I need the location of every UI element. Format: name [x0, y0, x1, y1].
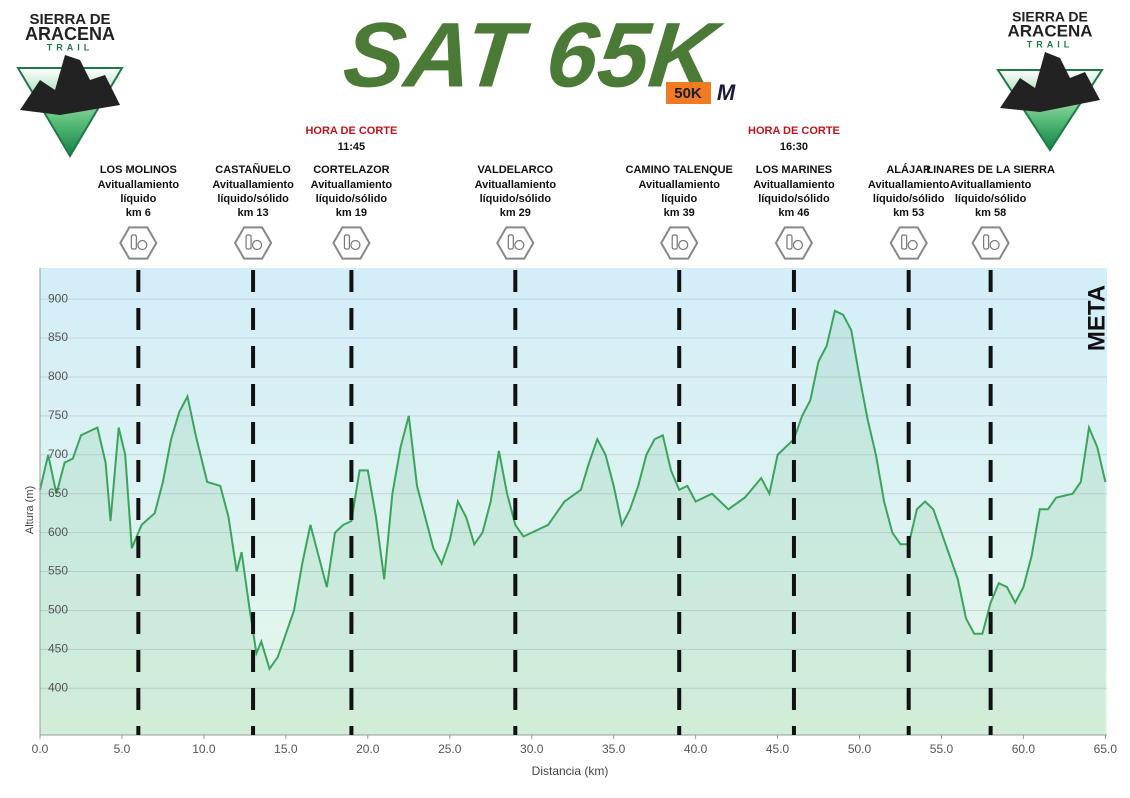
station-service: Avituallamiento — [212, 179, 294, 191]
x-tick-label: 55.0 — [930, 742, 954, 756]
station-km: km 53 — [893, 207, 924, 219]
station-name: LOS MOLINOS — [100, 164, 177, 176]
station-km: km 58 — [975, 207, 1006, 219]
aid-icon-bottle — [130, 234, 137, 250]
x-axis-label: Distancia (km) — [532, 764, 609, 778]
finish-label: META — [1083, 285, 1110, 351]
y-tick-label: 700 — [48, 447, 68, 461]
y-tick-label: 800 — [48, 369, 68, 383]
aid-icon-bottle — [507, 234, 514, 250]
station-service: líquido/sólido — [873, 193, 945, 205]
y-tick-label: 450 — [48, 642, 68, 656]
station-service: Avituallamiento — [753, 179, 835, 191]
title: SAT 65K — [339, 3, 728, 107]
aid-icon-bottle — [245, 234, 252, 250]
elevation-line — [39, 309, 1107, 672]
station-km: km 19 — [336, 207, 367, 219]
station-service: líquido/sólido — [955, 193, 1027, 205]
station-km: km 13 — [237, 207, 268, 219]
y-tick-label: 600 — [48, 525, 68, 539]
y-axis-label: Altura (m) — [24, 486, 36, 534]
logo-left: SIERRA DE ARACENA TRAIL — [16, 11, 124, 158]
y-tick-label: 850 — [48, 330, 68, 344]
badge-distance: 50K — [674, 85, 702, 102]
x-tick-label: 50.0 — [848, 742, 872, 756]
y-tick-label: 500 — [48, 603, 68, 617]
x-tick-label: 15.0 — [274, 742, 298, 756]
logo-right: SIERRA DE ARACENA TRAIL — [996, 9, 1104, 152]
aid-icon-bottle — [901, 234, 908, 250]
x-tick-label: 25.0 — [438, 742, 462, 756]
station-service: líquido/sólido — [480, 193, 552, 205]
station-name: CAMINO TALENQUE — [626, 164, 733, 176]
x-tick-label: 60.0 — [1012, 742, 1036, 756]
station-service: líquido — [661, 193, 697, 205]
badge-box — [666, 82, 711, 104]
y-tick-label: 650 — [48, 486, 68, 500]
logo-text: SIERRA DE — [1012, 9, 1088, 25]
aid-icon-fruit — [989, 239, 1000, 251]
station-name: LOS MARINES — [756, 164, 832, 176]
cutoff-time: 11:45 — [338, 141, 366, 153]
station-service: líquido/sólido — [217, 193, 289, 205]
x-tick-label: 20.0 — [356, 742, 380, 756]
station-name: ALÁJAR — [886, 163, 931, 176]
x-tick-label: 5.0 — [114, 742, 131, 756]
cutoff-label: HORA DE CORTE — [305, 125, 397, 137]
aid-icon-fruit — [137, 239, 148, 251]
station-service: Avituallamiento — [98, 179, 180, 191]
aid-icon-fruit — [678, 239, 689, 251]
station-service: líquido/sólido — [758, 193, 830, 205]
chart-layer — [39, 298, 1107, 739]
x-tick-label: 0.0 — [32, 742, 49, 756]
station-name: CASTAÑUELO — [215, 163, 291, 176]
x-tick-label: 10.0 — [192, 742, 216, 756]
cutoff-time: 16:30 — [780, 141, 808, 153]
station-service: líquido/sólido — [316, 193, 388, 205]
aid-icon-bottle — [671, 234, 678, 250]
plot-area — [40, 268, 1107, 735]
station-service: Avituallamiento — [475, 179, 557, 191]
x-tick-label: 65.0 — [1094, 742, 1118, 756]
aid-icon-bottle — [786, 234, 793, 250]
badge-mark: M — [717, 80, 736, 105]
aid-icon-bottle — [983, 234, 990, 250]
station-km: km 6 — [126, 207, 151, 219]
x-tick-label: 35.0 — [602, 742, 626, 756]
elevation-area — [40, 310, 1106, 735]
logo-text: TRAIL — [1027, 39, 1074, 49]
station-name: VALDELARCO — [478, 164, 554, 176]
station-name: CORTELAZOR — [313, 164, 389, 176]
station-km: km 39 — [664, 207, 695, 219]
logo-text: ARACENA — [1008, 21, 1093, 40]
station-service: Avituallamiento — [311, 179, 393, 191]
x-tick-label: 30.0 — [520, 742, 544, 756]
station-km: km 29 — [500, 207, 531, 219]
station-service: Avituallamiento — [638, 179, 720, 191]
y-tick-label: 400 — [48, 680, 68, 694]
station-service: líquido — [120, 193, 156, 205]
y-tick-label: 550 — [48, 564, 68, 578]
station-name: LINARES DE LA SIERRA — [926, 164, 1055, 176]
aid-icon-fruit — [907, 239, 918, 251]
station-km: km 46 — [778, 207, 809, 219]
cutoff-label: HORA DE CORTE — [748, 125, 840, 137]
x-tick-label: 40.0 — [684, 742, 708, 756]
aid-icon-bottle — [343, 234, 351, 250]
station-service: Avituallamiento — [868, 179, 950, 191]
y-tick-label: 900 — [48, 291, 68, 305]
aid-icon-fruit — [792, 239, 804, 251]
logo-text: SIERRA DE — [29, 11, 110, 28]
aid-icon-fruit — [514, 239, 525, 251]
x-tick-label: 45.0 — [766, 742, 790, 756]
aid-icon-fruit — [251, 239, 263, 251]
logo-text: TRAIL — [47, 42, 94, 52]
aid-icon-fruit — [350, 239, 361, 251]
station-service: Avituallamiento — [950, 179, 1032, 191]
y-tick-label: 750 — [48, 408, 68, 422]
logo-text: ARACENA — [25, 24, 115, 44]
